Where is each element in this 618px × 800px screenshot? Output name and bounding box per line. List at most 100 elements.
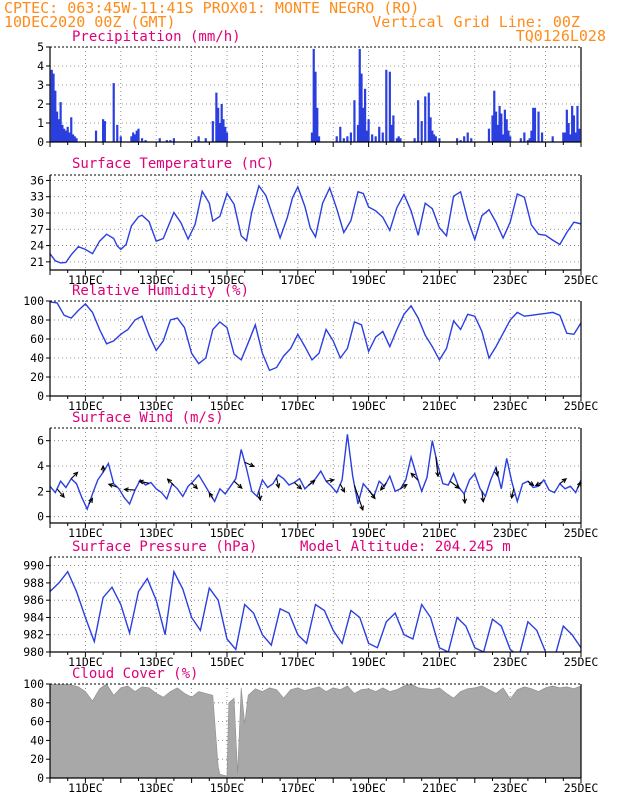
- precip-bar: [316, 107, 319, 142]
- wind-arrow: [233, 480, 243, 489]
- y-tick-label: 4: [37, 459, 44, 473]
- wind-arrowhead: [166, 478, 172, 484]
- wind-arrow: [258, 490, 261, 501]
- x-tick-label: 17DEC: [280, 781, 315, 795]
- x-tick-label: 19DEC: [351, 781, 386, 795]
- precip-bar: [563, 132, 567, 142]
- y-tick-label: 980: [23, 645, 44, 659]
- wind-arrowhead: [402, 483, 408, 489]
- y-tick-label: 1: [37, 116, 44, 130]
- wind-arrowhead: [329, 478, 336, 483]
- precip-bar: [217, 107, 220, 142]
- y-tick-label: 100: [23, 677, 44, 691]
- precip-bar: [220, 104, 223, 142]
- series-line: [50, 301, 581, 372]
- y-tick-label: 2: [37, 484, 44, 498]
- precip-bar: [204, 138, 207, 142]
- precip-bar: [215, 92, 218, 142]
- wind-arrowhead: [340, 487, 346, 494]
- header-date: 10DEC2020 00Z (GMT): [4, 13, 176, 31]
- x-tick-label: 23DEC: [493, 781, 528, 795]
- wind-arrow: [495, 467, 498, 476]
- x-tick-label: 13DEC: [139, 399, 174, 413]
- wind-arrow: [139, 480, 150, 484]
- y-tick-label: 988: [23, 576, 44, 590]
- wind-arrow: [559, 478, 567, 485]
- precip-bar: [59, 102, 62, 142]
- precip-bar: [94, 130, 98, 142]
- x-tick-label: 23DEC: [493, 399, 528, 413]
- panel-2: Relative Humidity (%) 0 20 40 60 80 100 11DEC 13…: [23, 283, 598, 413]
- precip-bar: [371, 134, 374, 142]
- precip-bar: [225, 132, 229, 142]
- y-tick-label: 6: [37, 434, 44, 448]
- wind-arrow: [276, 477, 280, 488]
- panel-4: Surface Pressure (hPa) Model Altitude: 20…: [23, 539, 598, 669]
- wind-arrow: [70, 471, 78, 480]
- x-tick-label: 11DEC: [68, 399, 103, 413]
- precip-bar: [314, 71, 317, 142]
- precip-bar: [505, 119, 508, 142]
- wind-arrowhead: [192, 484, 199, 490]
- precip-bar: [466, 132, 469, 142]
- precip-bar: [526, 140, 529, 142]
- precip-bar: [431, 130, 434, 142]
- header-line1: CPTEC: 063:45W-11:41S PROX01: MONTE NEGR…: [4, 0, 419, 17]
- x-tick-label: 17DEC: [280, 655, 315, 669]
- wind-arrow: [435, 456, 439, 477]
- wind-arrowhead: [561, 478, 568, 484]
- x-tick-label: 15DEC: [210, 273, 245, 287]
- y-tick-label: 100: [23, 294, 44, 308]
- y-tick-label: 990: [23, 559, 44, 573]
- wind-arrowhead: [249, 462, 255, 468]
- precip-bar: [413, 138, 416, 142]
- y-tick-label: 0: [37, 135, 44, 149]
- wind-arrow: [463, 493, 466, 504]
- precip-bar: [463, 136, 466, 142]
- x-tick-label: 15DEC: [210, 781, 245, 795]
- precip-bar: [493, 90, 496, 142]
- x-tick-label: 15DEC: [210, 655, 245, 669]
- wind-arrow: [244, 461, 255, 467]
- precip-bar: [349, 132, 352, 142]
- precip-bar: [420, 121, 423, 142]
- precip-bar: [64, 130, 68, 142]
- precip-bar: [362, 107, 365, 142]
- precip-bar: [530, 130, 533, 142]
- precip-bar: [551, 136, 554, 142]
- cloud-area: [50, 684, 581, 778]
- y-tick-label: 40: [30, 733, 44, 747]
- x-tick-label: 11DEC: [68, 781, 103, 795]
- y-tick-label: 20: [30, 752, 44, 766]
- x-tick-label: 21DEC: [422, 781, 457, 795]
- panel-title: Precipitation (mm/h): [72, 29, 241, 45]
- precip-bar: [119, 136, 122, 142]
- precip-bar: [567, 123, 570, 142]
- precip-bar: [507, 130, 510, 142]
- precip-bar: [218, 123, 222, 142]
- x-tick-label: 15DEC: [210, 526, 245, 540]
- y-tick-label: 33: [30, 190, 44, 204]
- wind-arrow: [481, 491, 484, 502]
- x-tick-label: 15DEC: [210, 399, 245, 413]
- precip-bar: [360, 73, 363, 142]
- wind-arrow: [108, 483, 118, 488]
- x-tick-label: 19DEC: [351, 526, 386, 540]
- x-tick-label: 11DEC: [68, 655, 103, 669]
- precip-bar: [55, 111, 59, 142]
- x-tick-label: 21DEC: [422, 526, 457, 540]
- precip-bar: [519, 138, 522, 142]
- precip-bar: [392, 115, 395, 142]
- precip-bar: [346, 136, 349, 142]
- precip-bar: [491, 115, 494, 142]
- precip-bar: [532, 107, 535, 142]
- wind-arrow: [167, 478, 175, 486]
- wind-arrowhead: [138, 479, 144, 485]
- precip-bar: [353, 100, 356, 142]
- wind-arrow: [368, 489, 376, 499]
- precip-bar: [63, 128, 66, 142]
- precip-bar: [578, 128, 581, 142]
- x-tick-label: 17DEC: [280, 526, 315, 540]
- wind-arrowhead: [435, 471, 441, 478]
- panel-title: Surface Temperature (nC): [72, 156, 274, 172]
